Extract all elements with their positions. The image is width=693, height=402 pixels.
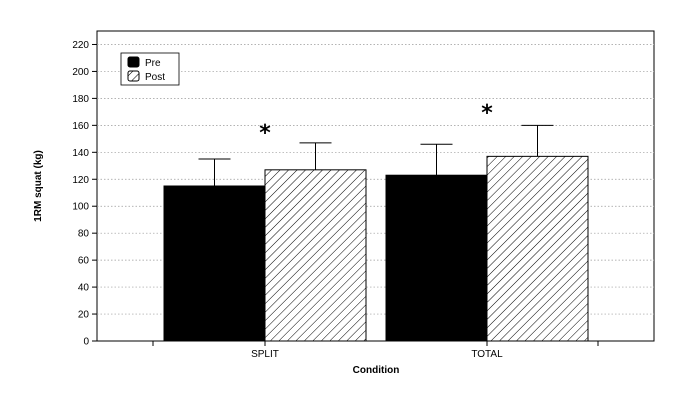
y-tick-label: 180 bbox=[72, 94, 89, 105]
bar-post-split bbox=[264, 169, 367, 342]
x-axis-categories: SPLIT TOTAL bbox=[152, 341, 599, 360]
significance-star: * bbox=[481, 101, 493, 126]
y-tick-label: 120 bbox=[72, 175, 89, 186]
bars bbox=[163, 155, 589, 342]
y-tick-label: 0 bbox=[83, 337, 89, 348]
y-tick-label: 200 bbox=[72, 67, 89, 78]
y-tick-label: 40 bbox=[78, 283, 90, 294]
bar-post-total bbox=[486, 155, 589, 342]
y-tick-label: 80 bbox=[78, 229, 90, 240]
bar-pre-split bbox=[163, 185, 266, 342]
y-axis-ticks: 0 20 40 60 80 100 120 140 160 180 200 220 bbox=[72, 40, 97, 348]
y-tick-label: 140 bbox=[72, 148, 89, 159]
x-axis-title: Condition bbox=[353, 365, 400, 376]
legend-swatch-pre bbox=[127, 56, 140, 68]
x-category-label-split: SPLIT bbox=[251, 349, 279, 360]
legend: Pre Post bbox=[120, 52, 180, 86]
y-tick-label: 20 bbox=[78, 310, 90, 321]
error-bars bbox=[198, 124, 554, 186]
significance-star: * bbox=[259, 121, 271, 146]
significance-markers: ** bbox=[259, 101, 493, 146]
bar-pre-total bbox=[385, 174, 488, 342]
x-category-label-total: TOTAL bbox=[471, 349, 503, 360]
y-axis-title: 1RM squat (kg) bbox=[33, 150, 44, 222]
y-tick-label: 100 bbox=[72, 202, 89, 213]
y-tick-label: 160 bbox=[72, 121, 89, 132]
legend-swatch-post bbox=[127, 70, 140, 82]
y-tick-label: 60 bbox=[78, 256, 90, 267]
legend-label-post: Post bbox=[145, 72, 165, 83]
y-tick-label: 220 bbox=[72, 40, 89, 51]
legend-label-pre: Pre bbox=[145, 58, 161, 69]
